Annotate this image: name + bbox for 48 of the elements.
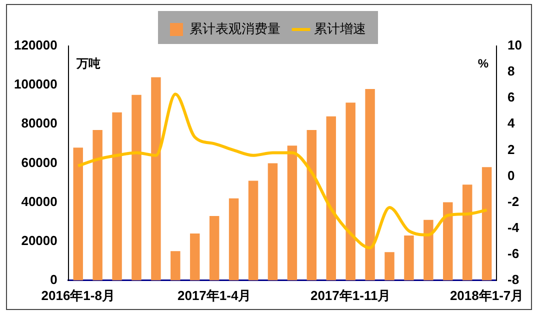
y-tick-label: 80000 xyxy=(21,116,58,131)
y2-tick-label: 6 xyxy=(508,90,515,105)
bar xyxy=(73,148,83,280)
x-tick-label: 2017年1-11月 xyxy=(310,288,391,303)
bar xyxy=(132,94,142,280)
bar xyxy=(268,163,278,280)
y2-tick-label: 2 xyxy=(508,142,515,157)
x-tick-label: 2018年1-7月 xyxy=(450,288,524,303)
y-tick-label: 20000 xyxy=(21,232,58,248)
bar xyxy=(326,116,336,280)
bar xyxy=(462,184,472,280)
bar xyxy=(346,102,356,280)
y2-axis-title: % xyxy=(478,56,489,70)
bar xyxy=(384,252,394,280)
bar xyxy=(443,202,453,280)
x-tick-label: 2016年1-8月 xyxy=(41,288,115,303)
bar xyxy=(92,130,102,280)
y-tick-label: 60000 xyxy=(21,154,58,170)
bar xyxy=(190,234,200,280)
bar xyxy=(209,216,220,280)
bar xyxy=(404,235,414,280)
bar xyxy=(365,88,375,280)
legend-label: 累计表观消费量 xyxy=(190,21,280,36)
y2-tick-label: 10 xyxy=(508,38,522,53)
bar xyxy=(287,146,298,280)
legend-label: 累计增速 xyxy=(314,21,366,36)
bar xyxy=(151,77,161,280)
bar xyxy=(248,180,258,280)
bar xyxy=(170,251,180,280)
y-tick-label: 120000 xyxy=(14,38,58,53)
y-tick-label: 40000 xyxy=(21,194,58,209)
y2-tick-label: -4 xyxy=(508,220,520,235)
y-axis-title: 万吨 xyxy=(75,56,100,70)
bar xyxy=(228,198,239,280)
bar xyxy=(424,220,434,280)
y2-tick-label: 0 xyxy=(508,168,515,183)
bar xyxy=(112,112,122,280)
y-tick-label: 0 xyxy=(50,272,58,287)
y-tick-label: 100000 xyxy=(14,76,58,92)
bar xyxy=(482,167,492,280)
y2-tick-label: -6 xyxy=(508,246,520,261)
y2-tick-label: 4 xyxy=(508,116,516,131)
y2-tick-label: -2 xyxy=(508,194,520,209)
bar xyxy=(306,130,317,280)
y2-tick-label: -8 xyxy=(508,272,520,287)
x-tick-label: 2017年1-4月 xyxy=(177,288,252,303)
line-series xyxy=(76,92,488,250)
y2-tick-label: 8 xyxy=(508,64,515,79)
